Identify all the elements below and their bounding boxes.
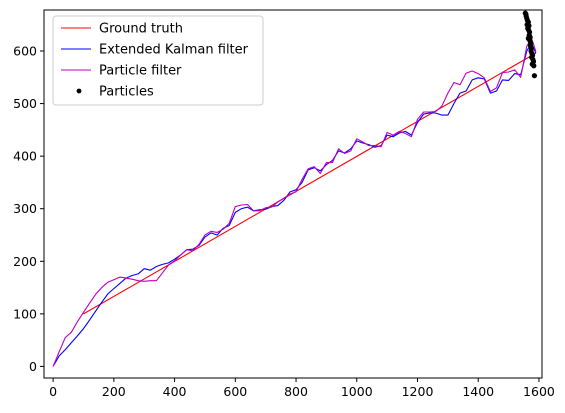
y-tick-label: 100 [13,306,37,321]
legend-marker-particles [76,88,82,94]
particle-filter-line [52,37,537,367]
legend-label-particle-filter: Particle filter [99,64,182,79]
particle-point [531,73,538,79]
x-tick-label: 0 [49,384,57,399]
extended-kalman-filter-line [52,42,537,367]
legend-label-particles: Particles [99,85,154,100]
legend-label-extended-kalman-filter: Extended Kalman filter [99,43,249,58]
y-tick-label: 600 [13,44,37,59]
y-tick-label: 500 [13,96,37,111]
y-tick-label: 0 [29,359,37,374]
y-tick-label: 400 [13,149,37,164]
y-tick-label: 300 [13,201,37,216]
particle-point [523,11,529,17]
x-tick-label: 600 [223,384,247,399]
x-tick-label: 800 [284,384,308,399]
particles-points [522,10,538,79]
x-tick-label: 1600 [523,384,555,399]
x-tick-label: 1200 [402,384,434,399]
legend-box [52,15,264,106]
ground-truth-line [83,52,537,315]
legend: Ground truth Extended Kalman filter Partic… [52,15,264,106]
x-tick-label: 200 [102,384,126,399]
particle-point [531,63,537,69]
y-tick-label: 200 [13,254,37,269]
axes-frame [43,9,543,379]
x-tick-label: 1000 [341,384,373,399]
x-tick-label: 1400 [462,384,494,399]
legend-label-ground-truth: Ground truth [99,22,183,37]
x-tick-label: 400 [163,384,187,399]
